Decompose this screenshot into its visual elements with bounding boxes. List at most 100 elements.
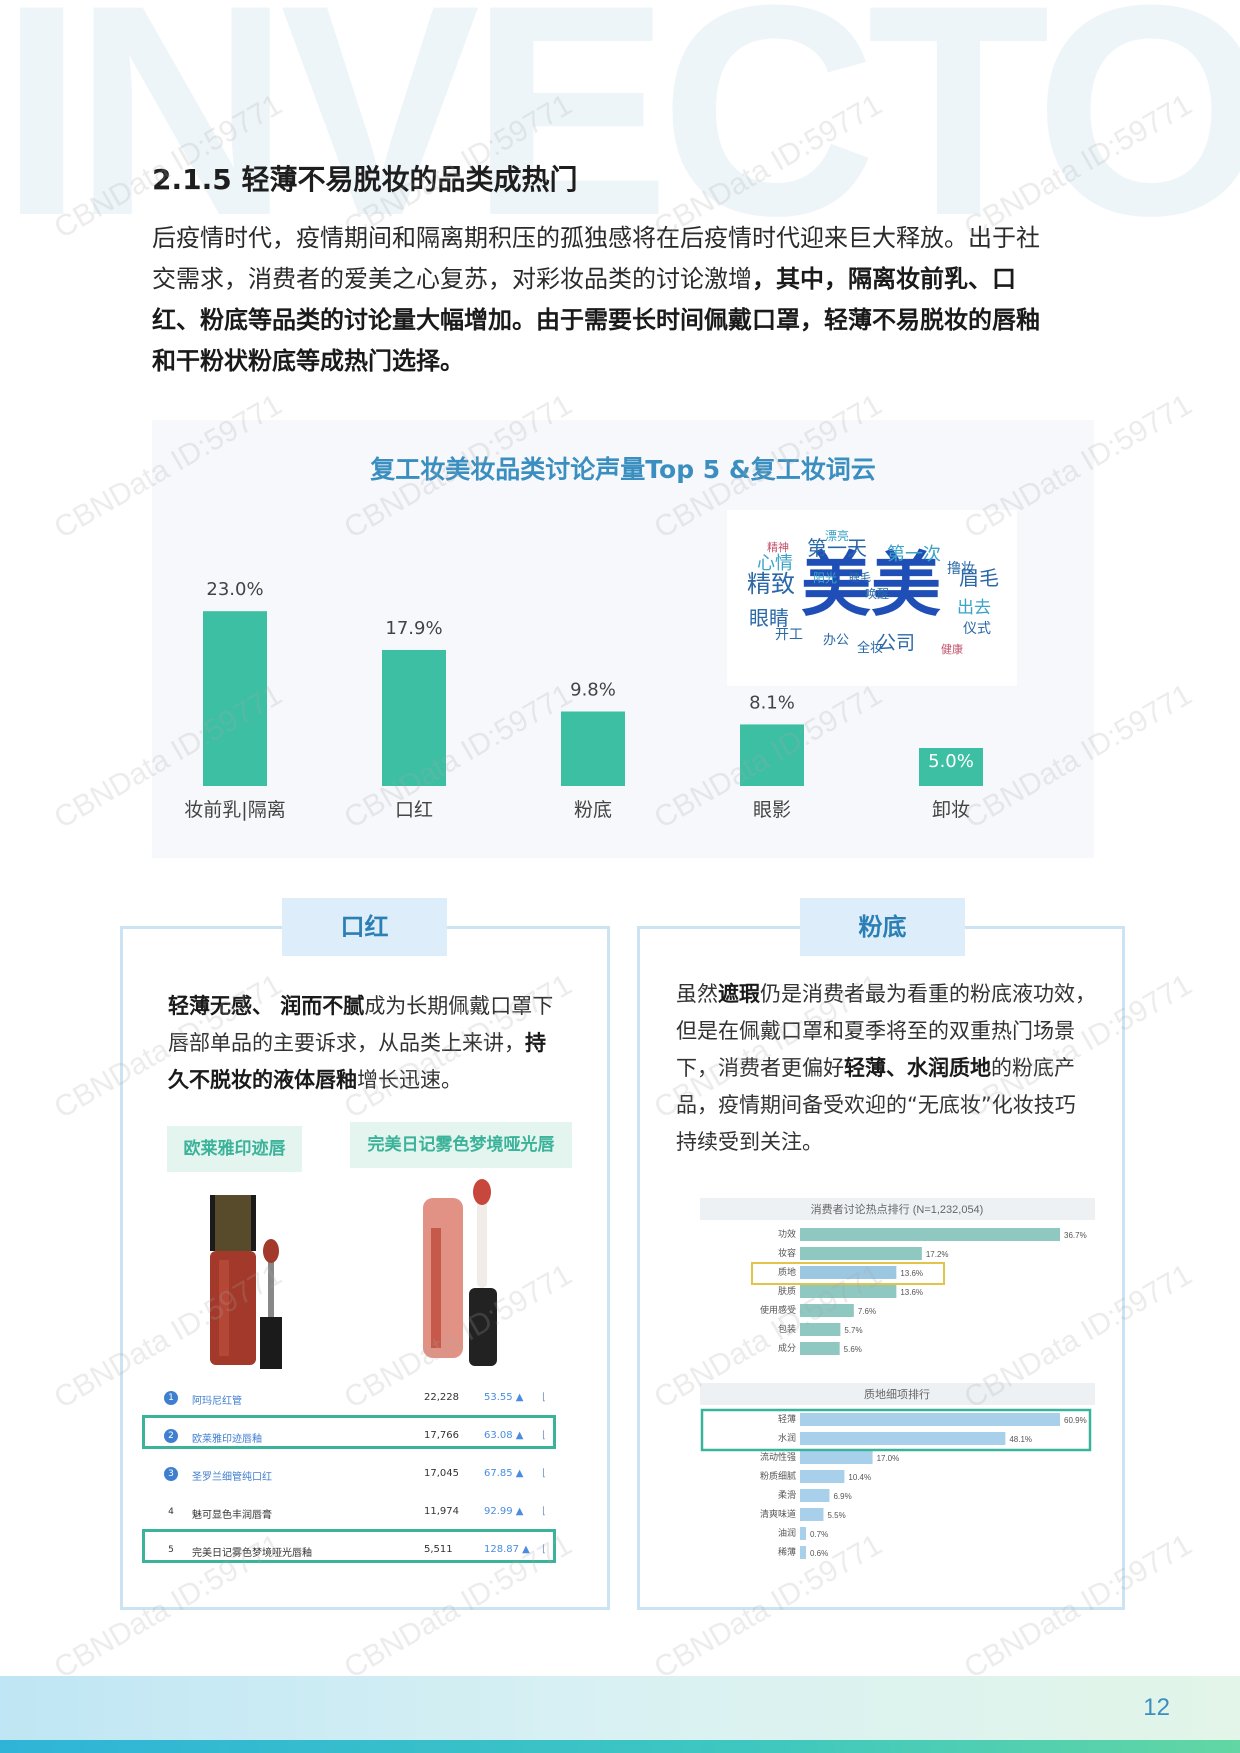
row-label: 水润: [778, 1432, 796, 1443]
row-label: 包装: [778, 1323, 796, 1334]
rank-number: 3: [164, 1467, 178, 1481]
intro-line: 后疫情时代，疫情期间和隔离期积压的孤独感将在后疫情时代迎来巨大释放。出于社: [152, 218, 1097, 259]
bar-2: [561, 711, 625, 786]
category-label: 粉底: [574, 799, 612, 821]
wordcloud-word: 精神: [767, 541, 789, 554]
body-text: 增长迅速。: [357, 1068, 462, 1092]
text-line: 下，消费者更偏好轻薄、水润质地的粉底产: [676, 1050, 1096, 1087]
row-bar: [800, 1470, 845, 1483]
mention-count: 17,766: [424, 1430, 459, 1441]
mention-count: 17,045: [424, 1468, 459, 1479]
score-value: 67.85 ▲: [484, 1468, 524, 1479]
rank-number: 4: [168, 1507, 174, 1517]
category-label: 眼影: [753, 799, 791, 821]
wordcloud-word: 眼睛: [749, 606, 789, 630]
category-label: 卸妆: [932, 799, 970, 821]
row-label: 稀薄: [778, 1546, 796, 1557]
row-value: 7.6%: [858, 1307, 876, 1316]
lipstick-box: [120, 926, 610, 1610]
bar-value-label: 9.8%: [570, 680, 616, 701]
score-value: 128.87 ▲: [484, 1544, 530, 1555]
category-label: 口红: [395, 799, 433, 821]
body-text: 唇部单品的主要诉求，从品类上来讲，: [168, 1031, 525, 1055]
bar-chart: 23.0% 妆前乳|隔离 17.9% 口红 9.8% 粉底 8.1% 眼影 5.0% 卸妆: [184, 579, 983, 821]
row-value: 0.7%: [810, 1530, 828, 1539]
row-value: 10.4%: [848, 1473, 871, 1482]
row-label: 粉质细腻: [760, 1470, 796, 1481]
highlight-box: [700, 1408, 1092, 1452]
chart-icon: ⌊: [542, 1392, 546, 1403]
row-bar: [800, 1527, 806, 1540]
score-value: 63.08 ▲: [484, 1430, 524, 1441]
row-label: 肤质: [778, 1285, 796, 1296]
highlight-box: [751, 1262, 945, 1285]
bar-0: [203, 611, 267, 786]
wordcloud-word: 出去: [957, 598, 991, 618]
intro-bold-text: ，其中，隔离妆前乳、口: [752, 265, 1016, 293]
loreal-lipstick-image: [210, 1195, 282, 1369]
wordcloud-word: 心情: [757, 553, 793, 574]
footer-band: [0, 1676, 1240, 1740]
word-cloud: 美美 精致 眉毛 第一天 第一次 心情 眼睛 出去 公司 仪式 开工 全妆 办公 撸妆 阳光 漂亮 睫毛 健康 精神…: [727, 510, 1017, 686]
row-label: 成分: [778, 1342, 796, 1353]
intro-line: 交需求，消费者的爱美之心复苏，对彩妆品类的讨论激增，其中，隔离妆前乳、口: [152, 259, 1097, 300]
wordcloud-word: 健康: [941, 643, 963, 656]
chart-title-bar: [700, 1198, 1095, 1220]
row-bar: [800, 1413, 1060, 1426]
row-label: 功效: [778, 1228, 796, 1239]
row-bar: [800, 1247, 922, 1260]
row-bar: [800, 1323, 841, 1336]
row-value: 17.2%: [926, 1250, 949, 1259]
score-value: 92.99 ▲: [484, 1506, 524, 1517]
row-label: 使用感受: [760, 1304, 796, 1315]
lipstick-tab: 口红: [282, 898, 447, 956]
intro-bold-text: 和干粉状粉底等成热门选择。: [152, 347, 464, 375]
row-bar: [800, 1508, 824, 1521]
highlight-box: [142, 1529, 556, 1563]
highlight-box: [142, 1415, 556, 1449]
text-line: 但是在佩戴口罩和夏季将至的双重热门场景: [676, 1013, 1096, 1050]
mention-count: 5,511: [424, 1544, 453, 1555]
wordcloud-word: 第一次: [887, 544, 941, 565]
body-text: 成为长期佩戴口罩下: [364, 994, 554, 1018]
body-text: 持续受到关注。: [676, 1130, 823, 1154]
body-text: 品，疫情期间备受欢迎的“无底妆”化妆技巧: [676, 1093, 1076, 1117]
row-value: 36.7%: [1064, 1231, 1087, 1240]
bar-1: [382, 649, 446, 786]
intro-text: 后疫情时代，疫情期间和隔离期积压的孤独感将在后疫情时代迎来巨大释放。出于社: [152, 224, 1040, 252]
row-value: 48.1%: [1009, 1435, 1032, 1444]
rank-row: 5 完美日记雾色梦境哑光唇釉 5,511 128.87 ▲ ⌊: [146, 1536, 576, 1566]
chart-icon: ⌊: [542, 1468, 546, 1479]
perfect-diary-lipgloss-image: [423, 1179, 497, 1366]
chart-icon: ⌊: [542, 1544, 546, 1555]
bar-value-label: 5.0%: [928, 751, 974, 772]
row-label: 妆容: [778, 1247, 796, 1258]
background-decoration: INVECTOR: [0, 0, 1240, 240]
emphasis-text: 轻薄无感、 润而不腻: [168, 994, 365, 1018]
row-value: 13.6%: [900, 1269, 923, 1278]
mention-count: 11,974: [424, 1506, 459, 1517]
intro-bold-text: 红、粉底等品类的讨论量大幅增加。由于需要长时间佩戴口罩，轻薄不易脱妆的唇釉: [152, 306, 1040, 334]
chart-title: 复工妆美妆品类讨论声量Top 5 &复工妆词云: [370, 455, 876, 484]
wordcloud-word: 撸妆: [947, 561, 975, 577]
wordcloud-word: 公司: [877, 632, 916, 654]
row-value: 13.6%: [900, 1288, 923, 1297]
row-bar: [800, 1228, 1060, 1241]
body-text: 虽然: [676, 982, 718, 1006]
body-text: 下，消费者更偏好: [676, 1056, 844, 1080]
wordcloud-word: 漂亮: [825, 529, 850, 543]
text-line: 久不脱妆的液体唇釉增长迅速。: [168, 1062, 568, 1099]
row-bar: [800, 1546, 806, 1559]
intro-paragraph: 后疫情时代，疫情期间和隔离期积压的孤独感将在后疫情时代迎来巨大释放。出于社交需求…: [152, 218, 1097, 382]
bar-value-label: 17.9%: [385, 618, 442, 639]
rank-row: 3 圣罗兰细管纯口红 17,045 67.85 ▲ ⌊: [146, 1460, 576, 1490]
body-text: 仍是消费者最为看重的粉底液功效，: [760, 982, 1096, 1006]
row-value: 60.9%: [1064, 1416, 1087, 1425]
wordcloud-word: 精致: [747, 570, 795, 598]
score-value: 53.55 ▲: [484, 1392, 524, 1403]
wordcloud-word: 全妆: [857, 641, 884, 656]
emphasis-text: 久不脱妆的液体唇釉: [168, 1068, 357, 1092]
wordcloud-word: 唤醒: [865, 587, 890, 601]
row-bar: [800, 1342, 840, 1355]
chart-icon: ⌊: [542, 1506, 546, 1517]
